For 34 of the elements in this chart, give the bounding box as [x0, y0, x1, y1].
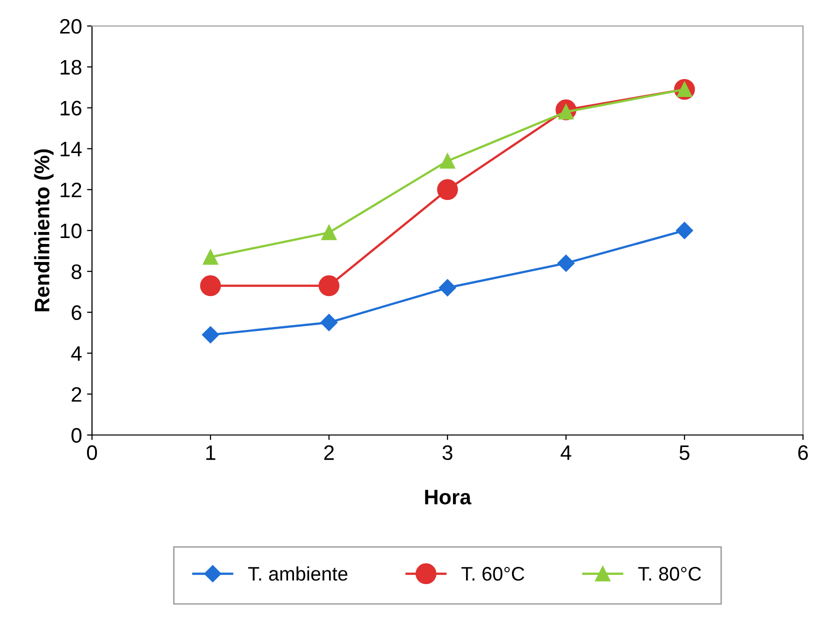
point	[200, 275, 221, 296]
y-tick-label: 4	[71, 346, 82, 361]
point	[440, 153, 456, 169]
y-tick-label: 8	[72, 264, 82, 280]
x-tick-label: 2	[324, 445, 334, 460]
point	[557, 254, 575, 272]
legend-label: T. 60°C	[461, 566, 524, 581]
y-tick-label: 10	[60, 224, 82, 238]
y-tick-label: 16	[60, 100, 82, 116]
y-tick-label: 0	[72, 428, 82, 443]
x-tick-label: 6	[798, 445, 808, 460]
y-tick-label: 14	[60, 142, 82, 156]
point	[318, 275, 340, 296]
x-axis-title: Hora	[425, 490, 472, 504]
legend-label: T. 80°C	[638, 566, 701, 581]
legend-label: T. ambiente	[248, 566, 348, 581]
x-tick-label: 1	[206, 445, 216, 460]
x-tick-label: 3	[442, 445, 452, 460]
point	[202, 249, 218, 265]
y-tick-label: 6	[72, 305, 82, 320]
point	[437, 179, 458, 200]
x-tick-label: 0	[87, 445, 97, 460]
point	[202, 326, 220, 344]
y-tick-label: 18	[60, 60, 82, 75]
y-tick-label: 2	[72, 387, 82, 402]
point	[321, 224, 337, 240]
y-tick-label: 12	[60, 182, 82, 198]
point	[676, 222, 694, 240]
y-tick-label: 20	[60, 19, 82, 34]
y-axis-title: Rendimiento (%)	[34, 149, 54, 312]
x-tick-label: 4	[560, 445, 572, 460]
x-tick-label: 5	[680, 445, 690, 460]
point	[438, 279, 456, 296]
point	[320, 314, 338, 332]
